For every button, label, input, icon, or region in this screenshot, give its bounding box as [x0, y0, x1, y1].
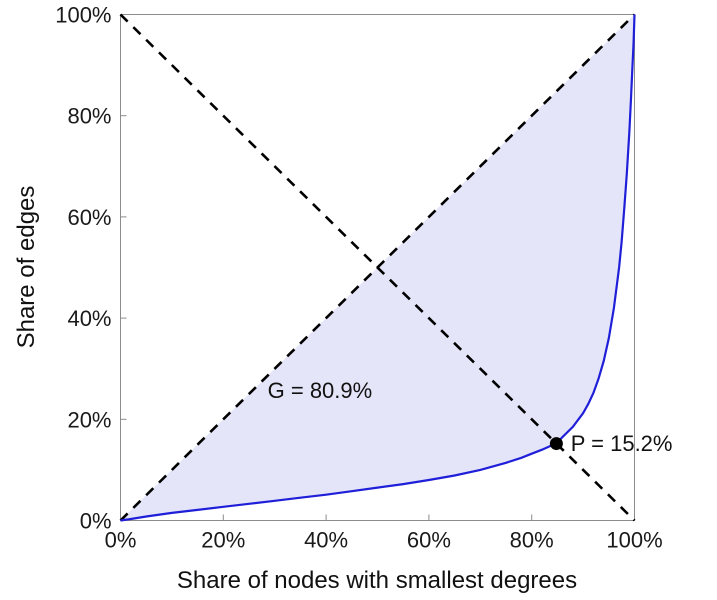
x-axis-label: Share of nodes with smallest degrees	[176, 567, 578, 594]
p-value-annotation: P = 15.2%	[570, 430, 673, 456]
y-tick-label: 0%	[80, 509, 112, 534]
anti-diagonal	[119, 13, 636, 522]
y-tick-label: 100%	[55, 3, 111, 28]
p-marker-dot	[549, 437, 563, 451]
y-tick-label: 80%	[67, 104, 111, 129]
x-tick-label: 40%	[304, 528, 348, 553]
y-tick-label: 60%	[67, 205, 111, 230]
y-tick-label: 40%	[67, 306, 111, 331]
x-tick-label: 20%	[201, 528, 245, 553]
x-tick-label: 0%	[105, 528, 137, 553]
y-axis-label: Share of edges	[13, 185, 40, 349]
x-tick-label: 100%	[606, 528, 662, 553]
gini-coefficient-annotation: G = 80.9%	[267, 378, 373, 404]
x-tick-label: 60%	[407, 528, 451, 553]
y-tick-label: 20%	[67, 407, 111, 432]
plot-box	[120, 14, 635, 521]
x-tick-label: 80%	[510, 528, 554, 553]
lorenz-curve	[120, 14, 636, 522]
